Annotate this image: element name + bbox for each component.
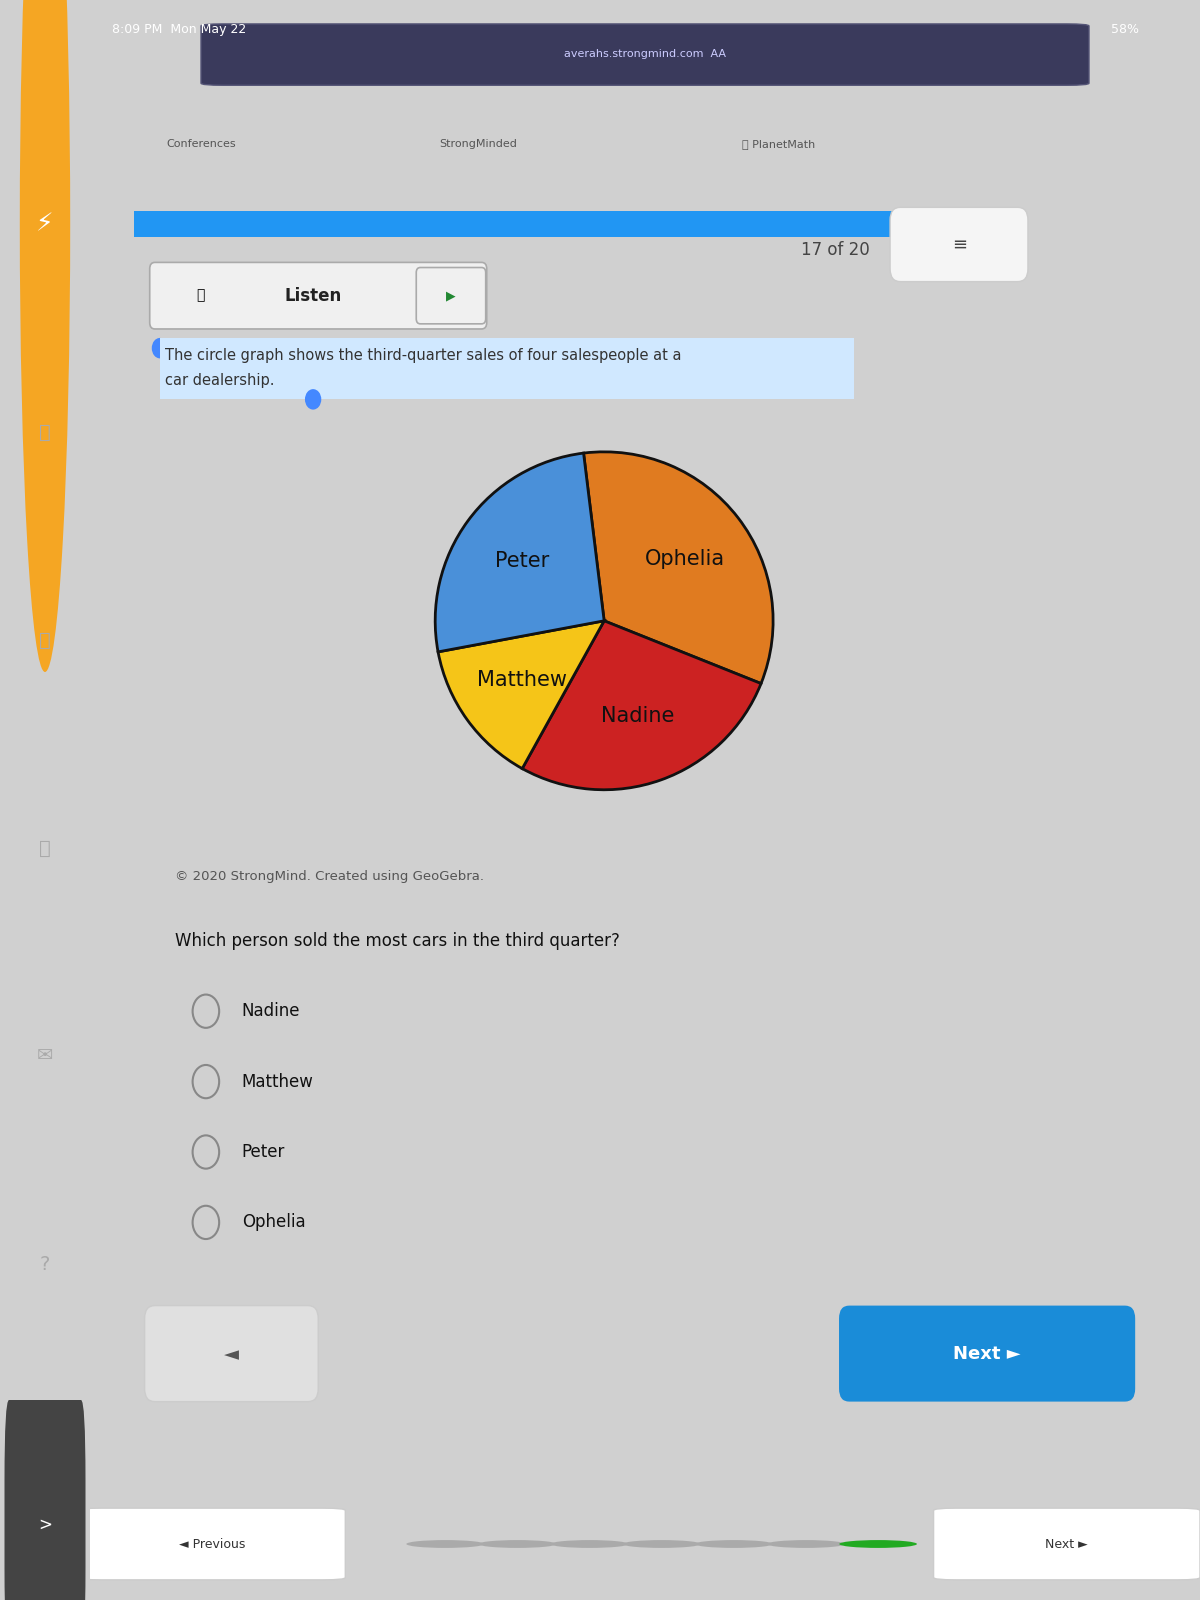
- Text: 58%: 58%: [1111, 22, 1139, 35]
- Text: ⚡: ⚡: [36, 211, 54, 235]
- FancyBboxPatch shape: [79, 1509, 346, 1579]
- Text: 🔶 PlanetMath: 🔶 PlanetMath: [742, 139, 815, 149]
- Text: The circle graph shows the third-quarter sales of four salespeople at a: The circle graph shows the third-quarter…: [166, 349, 682, 363]
- Text: ≡: ≡: [952, 235, 967, 253]
- Text: Listen: Listen: [284, 286, 342, 304]
- Text: StrongMinded: StrongMinded: [439, 139, 517, 149]
- FancyBboxPatch shape: [416, 267, 486, 323]
- FancyBboxPatch shape: [890, 208, 1028, 282]
- Text: ?: ?: [40, 1254, 50, 1274]
- Text: 📅: 📅: [40, 838, 50, 858]
- Circle shape: [479, 1541, 557, 1547]
- Text: ▶: ▶: [446, 290, 456, 302]
- Text: Conferences: Conferences: [166, 139, 236, 149]
- Text: Next ►: Next ►: [1045, 1538, 1088, 1550]
- Circle shape: [19, 0, 70, 672]
- Bar: [134, 211, 972, 237]
- FancyBboxPatch shape: [202, 24, 1090, 85]
- Text: 🔊: 🔊: [197, 288, 205, 302]
- Text: Peter: Peter: [496, 550, 550, 571]
- Bar: [160, 338, 854, 400]
- Circle shape: [305, 389, 322, 410]
- Wedge shape: [436, 453, 604, 651]
- Text: Ophelia: Ophelia: [241, 1213, 305, 1232]
- Circle shape: [623, 1541, 701, 1547]
- Text: 📖: 📖: [40, 630, 50, 650]
- Text: averahs.strongmind.com  AA: averahs.strongmind.com AA: [564, 50, 726, 59]
- Text: ◄ Previous: ◄ Previous: [179, 1538, 245, 1550]
- Wedge shape: [522, 621, 761, 790]
- Text: Peter: Peter: [241, 1142, 286, 1162]
- Text: Which person sold the most cars in the third quarter?: Which person sold the most cars in the t…: [175, 931, 620, 950]
- Text: Matthew: Matthew: [241, 1072, 313, 1091]
- Text: Nadine: Nadine: [601, 706, 674, 726]
- Text: Matthew: Matthew: [476, 670, 566, 690]
- Text: >: >: [38, 1515, 52, 1534]
- Wedge shape: [583, 451, 773, 683]
- Circle shape: [151, 338, 168, 358]
- FancyBboxPatch shape: [150, 262, 487, 330]
- Text: ◄: ◄: [224, 1344, 239, 1363]
- Text: 17 of 20: 17 of 20: [800, 240, 870, 259]
- Circle shape: [695, 1541, 773, 1547]
- FancyBboxPatch shape: [5, 1400, 85, 1600]
- FancyBboxPatch shape: [839, 1306, 1135, 1402]
- Text: ⏱: ⏱: [40, 422, 50, 442]
- Circle shape: [551, 1541, 629, 1547]
- Circle shape: [839, 1541, 917, 1547]
- Text: 8:09 PM  Mon May 22: 8:09 PM Mon May 22: [113, 22, 246, 35]
- Text: Next ►: Next ►: [953, 1346, 1021, 1363]
- Circle shape: [407, 1541, 484, 1547]
- Text: © 2020 StrongMind. Created using GeoGebra.: © 2020 StrongMind. Created using GeoGebr…: [175, 870, 485, 883]
- Text: car dealership.: car dealership.: [166, 373, 275, 387]
- Circle shape: [767, 1541, 845, 1547]
- Wedge shape: [438, 621, 604, 768]
- Text: ✉: ✉: [37, 1046, 53, 1066]
- FancyBboxPatch shape: [145, 1306, 318, 1402]
- FancyBboxPatch shape: [934, 1509, 1200, 1579]
- Text: Nadine: Nadine: [241, 1002, 300, 1021]
- Text: Ophelia: Ophelia: [644, 549, 725, 570]
